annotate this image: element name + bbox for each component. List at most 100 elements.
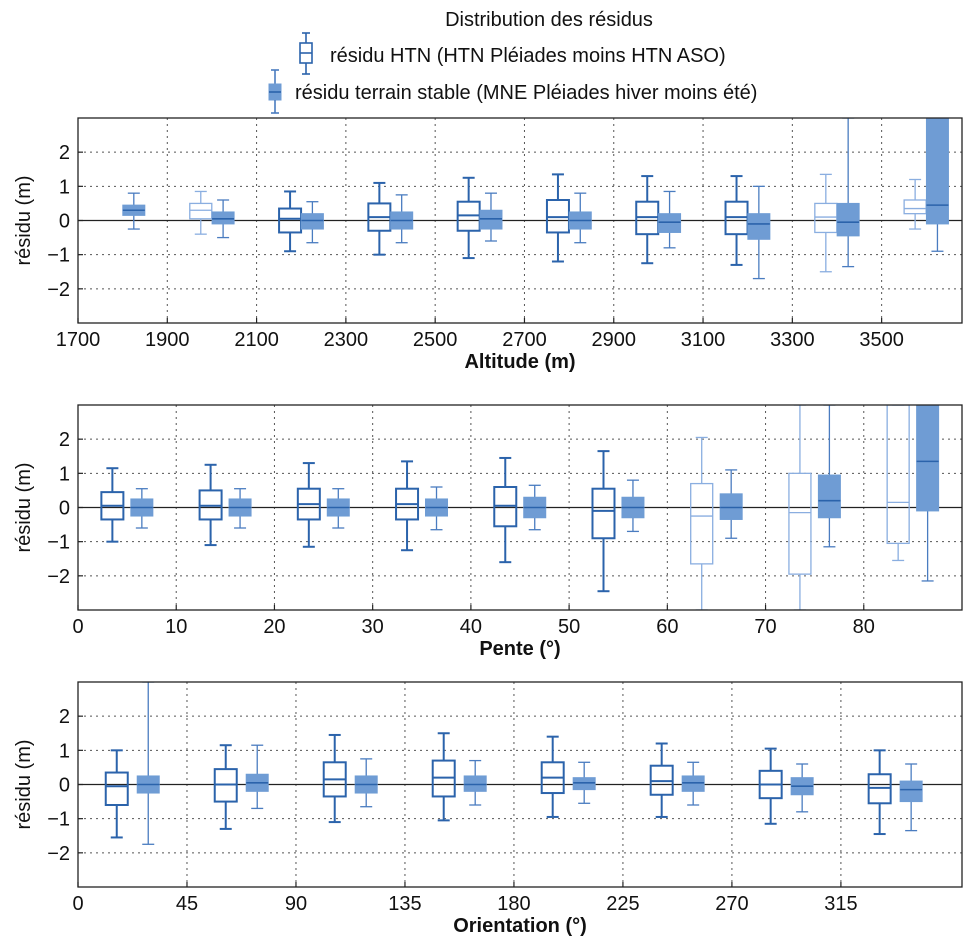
- orientation-box-filled: [136, 682, 160, 845]
- orientation-box-filled: [354, 758, 378, 808]
- altitude-box-filled: [747, 185, 771, 280]
- pente-xtick-label: 60: [656, 616, 678, 638]
- pente-box-filled: [621, 479, 645, 533]
- pente-ytick-label: −1: [47, 532, 70, 554]
- legend-swatch-filled: [268, 69, 282, 114]
- orientation-box-outline: [867, 749, 892, 836]
- altitude-ylabel: résidu (m): [13, 175, 35, 265]
- altitude-plot-area: [122, 118, 949, 280]
- legend-label-htn: résidu HTN (HTN Pléiades moins HTN ASO): [330, 45, 726, 67]
- orientation-ytick-label: 2: [59, 706, 70, 728]
- altitude-box-filled: [390, 194, 414, 244]
- altitude-ytick-label: 2: [59, 142, 70, 164]
- pente-ylabel: résidu (m): [13, 462, 35, 552]
- altitude-box-filled: [211, 199, 235, 239]
- pente-box-outline: [788, 405, 812, 610]
- orientation-ytick-label: 1: [59, 740, 70, 762]
- altitude-xtick-label: 2500: [413, 329, 458, 351]
- altitude-xtick-label: 1900: [145, 329, 190, 351]
- pente-box-filled: [425, 486, 449, 531]
- altitude-box-filled: [568, 192, 592, 244]
- altitude-xtick-label: 2100: [234, 329, 279, 351]
- pente-box-filled: [719, 469, 743, 539]
- altitude-xtick-label: 2700: [502, 329, 547, 351]
- orientation-plot-area: [104, 682, 923, 845]
- orientation-box-outline: [213, 744, 238, 830]
- altitude-box-outline: [724, 175, 749, 266]
- pente-box-outline: [198, 463, 223, 547]
- panel-orientation: −2 −1 0 1 2 0 45 90 135 180 225 270 315 Orientation (…: [13, 681, 963, 937]
- orientation-box-outline: [104, 749, 129, 839]
- altitude-box-outline: [278, 190, 303, 253]
- altitude-xtick-label: 2900: [592, 329, 637, 351]
- orientation-xtick-label: 90: [285, 893, 307, 915]
- pente-box-filled: [130, 488, 154, 529]
- orientation-box-filled: [463, 759, 487, 806]
- pente-xtick-label: 80: [853, 616, 875, 638]
- altitude-box-filled: [658, 190, 682, 249]
- altitude-ytick-label: 0: [59, 211, 70, 233]
- pente-box-filled: [916, 405, 940, 582]
- orientation-xtick-label: 0: [72, 893, 83, 915]
- pente-box-outline: [100, 467, 125, 543]
- altitude-box-outline: [903, 178, 927, 230]
- altitude-xtick-label: 3500: [859, 329, 904, 351]
- pente-ytick-label: −2: [47, 566, 70, 588]
- figure-title: Distribution des résidus: [445, 9, 653, 31]
- orientation-xtick-label: 45: [176, 893, 198, 915]
- altitude-ytick-label: −2: [47, 279, 70, 301]
- pente-box-filled: [228, 488, 252, 529]
- altitude-xtick-label: 2300: [324, 329, 369, 351]
- orientation-xtick-label: 135: [388, 893, 421, 915]
- orientation-xtick-label: 315: [824, 893, 857, 915]
- altitude-box-filled: [836, 118, 860, 268]
- orientation-xlabel: Orientation (°): [453, 915, 587, 937]
- orientation-ylabel: résidu (m): [13, 739, 35, 829]
- altitude-box-filled: [925, 118, 949, 252]
- altitude-box-outline: [635, 175, 660, 265]
- pente-xlabel: Pente (°): [479, 638, 560, 660]
- legend-item-htn: résidu HTN (HTN Pléiades moins HTN ASO): [299, 32, 726, 75]
- orientation-box-filled: [899, 763, 923, 832]
- pente-plot-area: [100, 405, 940, 610]
- orientation-ytick-label: −2: [47, 843, 70, 865]
- orientation-ytick-label: −1: [47, 809, 70, 831]
- pente-xtick-label: 0: [72, 616, 83, 638]
- pente-xtick-label: 20: [263, 616, 285, 638]
- pente-box-filled: [523, 484, 547, 531]
- orientation-box-outline: [649, 742, 674, 818]
- pente-box-outline: [886, 405, 910, 562]
- altitude-box-outline: [367, 181, 392, 256]
- orientation-xtick-label: 180: [497, 893, 530, 915]
- pente-box-outline: [493, 456, 518, 564]
- altitude-ytick-label: 1: [59, 176, 70, 198]
- pente-xtick-label: 30: [362, 616, 384, 638]
- orientation-ytick-label: 0: [59, 775, 70, 797]
- orientation-box-outline: [758, 747, 783, 825]
- pente-box-outline: [296, 462, 321, 548]
- altitude-box-outline: [814, 173, 838, 273]
- altitude-box-outline: [456, 176, 481, 260]
- altitude-xlabel: Altitude (m): [464, 351, 575, 373]
- pente-xtick-label: 50: [558, 616, 580, 638]
- legend-swatch-outline: [299, 32, 313, 75]
- orientation-box-outline: [431, 732, 456, 822]
- altitude-xtick-label: 3300: [770, 329, 815, 351]
- orientation-box-outline: [322, 733, 347, 824]
- panel-altitude: −2 −1 0 1 2 1700 1900 2100 2300 2500 2700 2900 3100 3…: [13, 117, 963, 373]
- altitude-box-outline: [545, 173, 570, 263]
- pente-box-filled: [326, 488, 350, 529]
- altitude-xtick-label: 1700: [56, 329, 101, 351]
- legend-item-stable: résidu terrain stable (MNE Pléiades hive…: [268, 69, 757, 114]
- orientation-xtick-label: 270: [715, 893, 748, 915]
- pente-box-filled: [817, 405, 841, 548]
- orientation-box-filled: [245, 744, 269, 810]
- pente-box-outline: [395, 460, 420, 552]
- legend-label-stable: résidu terrain stable (MNE Pléiades hive…: [295, 82, 757, 104]
- altitude-box-filled: [300, 201, 324, 244]
- orientation-box-filled: [681, 761, 705, 806]
- pente-xtick-label: 70: [754, 616, 776, 638]
- altitude-box-filled: [479, 192, 503, 242]
